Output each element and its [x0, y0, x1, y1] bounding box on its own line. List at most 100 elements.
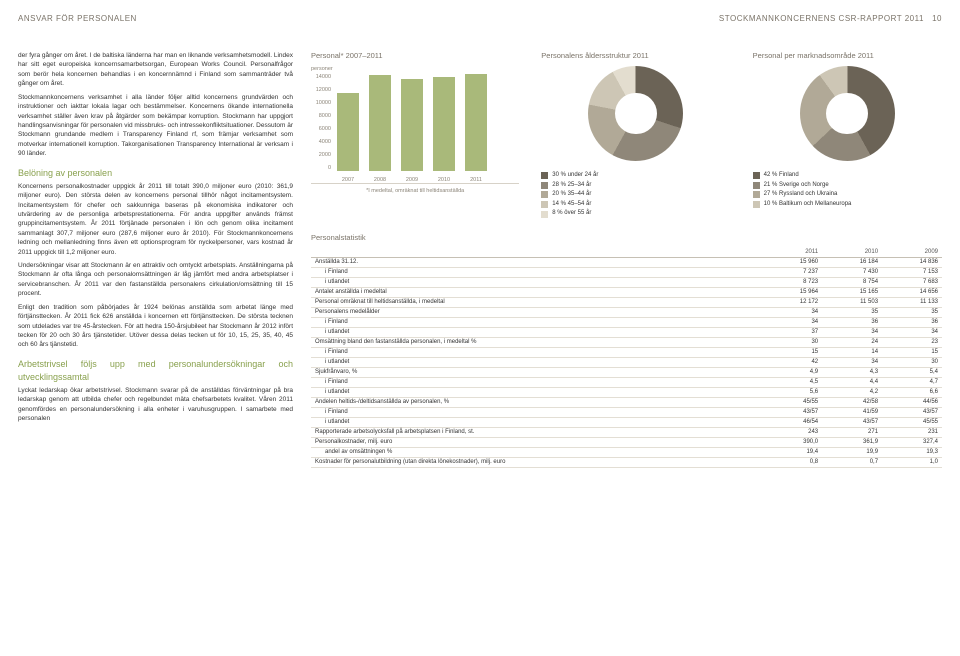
stats-title: Personalstatistik [311, 233, 942, 242]
table-cell: i utlandet [311, 327, 762, 337]
bar: 2010 [433, 77, 455, 171]
table-cell: 43/57 [882, 407, 942, 417]
legend-swatch [541, 182, 548, 189]
legend-swatch [541, 172, 548, 179]
bar-note: *I medeltal, omräknat till heltidsanstäl… [311, 188, 519, 194]
donut1-block: Personalens åldersstruktur 2011 30 % und… [541, 51, 730, 219]
table-cell: 7 683 [882, 277, 942, 287]
legend-label: 42 % Finland [764, 171, 799, 181]
legend-swatch [541, 201, 548, 208]
table-cell: 42/58 [822, 397, 882, 407]
table-cell: 41/59 [822, 407, 882, 417]
table-cell: 16 184 [822, 257, 882, 267]
table-header-cell: 2009 [882, 248, 942, 258]
table-row: andel av omsättningen %19,419,919,3 [311, 447, 942, 457]
table-cell: Antalet anställda i medeltal [311, 287, 762, 297]
table-cell: 5,6 [762, 387, 822, 397]
table-cell: 15 [882, 347, 942, 357]
body-paragraph: Undersökningar visar att Stockmann är en… [18, 261, 293, 299]
legend-label: 21 % Sverige och Norge [764, 181, 829, 191]
bar-chart: 14000120001000080006000400020000 2007200… [311, 74, 519, 184]
table-cell: 8 754 [822, 277, 882, 287]
header-right: STOCKMANNKONCERNENS CSR-RAPPORT 2011 10 [719, 14, 942, 23]
table-cell: 327,4 [882, 437, 942, 447]
bar-label: 2008 [374, 177, 386, 183]
table-cell: 44/56 [882, 397, 942, 407]
table-row: Antalet anställda i medeltal15 96415 165… [311, 287, 942, 297]
table-cell: 11 503 [822, 297, 882, 307]
donut1 [588, 66, 683, 161]
table-cell: 0,7 [822, 457, 882, 467]
table-row: Personalens medelålder343535 [311, 307, 942, 317]
legend-label: 10 % Baltikum och Mellaneuropa [764, 200, 852, 210]
table-row: Omsättning bland den fastanställda perso… [311, 337, 942, 347]
table-cell: Andelen heltids-/deltidsanställda av per… [311, 397, 762, 407]
donut2-block: Personal per marknadsområde 2011 42 % Fi… [753, 51, 942, 219]
legend-swatch [541, 191, 548, 198]
table-cell: i Finland [311, 347, 762, 357]
legend-item: 42 % Finland [753, 171, 942, 181]
legend-item: 21 % Sverige och Norge [753, 181, 942, 191]
legend-item: 8 % över 55 år [541, 209, 730, 219]
table-header-cell [311, 248, 762, 258]
legend-item: 30 % under 24 år [541, 171, 730, 181]
table-cell: 36 [882, 317, 942, 327]
legend-label: 28 % 25–34 år [552, 181, 591, 191]
table-cell: andel av omsättningen % [311, 447, 762, 457]
table-row: i Finland343636 [311, 317, 942, 327]
table-cell: Omsättning bland den fastanställda perso… [311, 337, 762, 347]
table-cell: 45/55 [882, 417, 942, 427]
table-cell: 34 [762, 307, 822, 317]
table-cell: i utlandet [311, 387, 762, 397]
body-paragraph: Stockmannkoncernens verksamhet i alla lä… [18, 93, 293, 159]
table-cell: 390,0 [762, 437, 822, 447]
table-row: Sjukfrånvaro, %4,94,35,4 [311, 367, 942, 377]
table-cell: 35 [822, 307, 882, 317]
table-cell: 14 656 [882, 287, 942, 297]
bar: 2011 [465, 74, 487, 171]
table-cell: 4,9 [762, 367, 822, 377]
table-cell: 6,6 [882, 387, 942, 397]
table-cell: 4,3 [822, 367, 882, 377]
table-cell: 36 [822, 317, 882, 327]
table-row: i Finland43/5741/5943/57 [311, 407, 942, 417]
table-cell: Personal omräknat till heltidsanställda,… [311, 297, 762, 307]
table-cell: 15 [762, 347, 822, 357]
table-cell: 34 [762, 317, 822, 327]
bar-label: 2009 [406, 177, 418, 183]
table-cell: Anställda 31.12. [311, 257, 762, 267]
table-header-cell: 2010 [822, 248, 882, 258]
table-cell: 11 133 [882, 297, 942, 307]
table-cell: i Finland [311, 267, 762, 277]
legend-swatch [541, 211, 548, 218]
table-cell: 19,9 [822, 447, 882, 457]
table-cell: i utlandet [311, 357, 762, 367]
table-row: i utlandet373434 [311, 327, 942, 337]
table-cell: 243 [762, 427, 822, 437]
table-cell: 19,4 [762, 447, 822, 457]
table-cell: 34 [822, 357, 882, 367]
bar-chart-block: Personal* 2007–2011 personer 14000120001… [311, 51, 519, 219]
legend-label: 20 % 35–44 år [552, 190, 591, 200]
donut2-legend: 42 % Finland21 % Sverige och Norge27 % R… [753, 171, 942, 209]
table-row: i utlandet423430 [311, 357, 942, 367]
table-cell: i utlandet [311, 277, 762, 287]
table-cell: 4,2 [822, 387, 882, 397]
bar-axis: 14000120001000080006000400020000 [311, 74, 335, 171]
table-cell: 361,9 [822, 437, 882, 447]
table-cell: 14 [822, 347, 882, 357]
table-cell: 15 165 [822, 287, 882, 297]
table-cell: 19,3 [882, 447, 942, 457]
bar-ylabel: personer [311, 66, 519, 72]
table-cell: 5,4 [882, 367, 942, 377]
table-cell: Sjukfrånvaro, % [311, 367, 762, 377]
left-column: der fyra gånger om året. I de baltiska l… [18, 51, 293, 468]
legend-swatch [753, 182, 760, 189]
table-row: i Finland151415 [311, 347, 942, 357]
main-columns: der fyra gånger om året. I de baltiska l… [18, 51, 942, 468]
table-cell: 35 [882, 307, 942, 317]
table-cell: 23 [882, 337, 942, 347]
table-cell: 0,8 [762, 457, 822, 467]
bar-label: 2011 [470, 177, 482, 183]
bar: 2009 [401, 79, 423, 171]
